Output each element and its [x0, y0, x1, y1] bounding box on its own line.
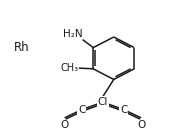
Text: C: C — [78, 105, 86, 115]
Text: O: O — [137, 120, 145, 130]
Text: H₂N: H₂N — [63, 29, 82, 39]
Text: Cl: Cl — [98, 97, 108, 107]
Text: Rh: Rh — [14, 42, 30, 54]
Text: C: C — [120, 105, 127, 115]
Text: O: O — [60, 120, 69, 130]
Text: CH₃: CH₃ — [61, 63, 79, 73]
